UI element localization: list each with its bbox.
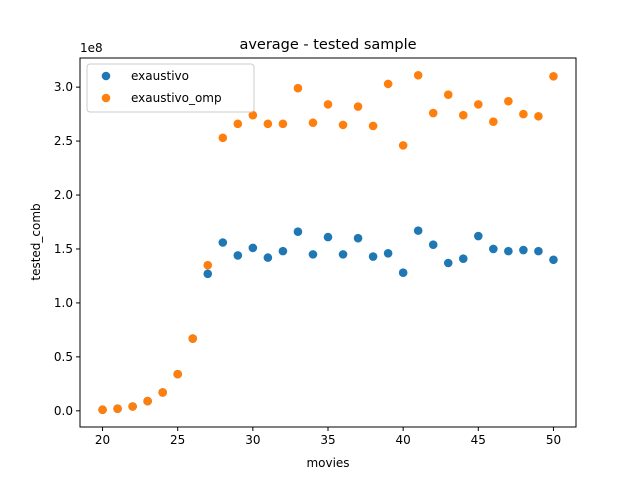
data-point-exaustivo — [353, 233, 363, 243]
data-point-exaustivo_omp — [293, 83, 303, 93]
legend-box — [86, 63, 255, 113]
x-tick-label: 40 — [396, 433, 411, 447]
x-tick-label: 50 — [546, 433, 561, 447]
data-point-exaustivo_omp — [113, 404, 122, 413]
legend-marker — [101, 93, 111, 103]
data-point-exaustivo_omp — [323, 100, 333, 109]
y-tick-label: 0.5 — [54, 350, 73, 364]
y-tick-label: 3.0 — [54, 80, 73, 94]
data-point-exaustivo_omp — [474, 100, 483, 109]
y-tick-label: 2.0 — [54, 188, 73, 202]
data-point-exaustivo — [323, 232, 333, 242]
data-point-exaustivo — [549, 255, 558, 265]
data-point-exaustivo_omp — [519, 109, 528, 119]
data-point-exaustivo_omp — [413, 70, 423, 80]
data-point-exaustivo — [218, 238, 228, 247]
data-point-exaustivo_omp — [173, 369, 182, 379]
data-point-exaustivo_omp — [534, 111, 543, 121]
data-point-exaustivo — [504, 246, 513, 256]
data-point-exaustivo_omp — [278, 119, 288, 129]
data-point-exaustivo_omp — [353, 102, 363, 111]
x-axis-label: movies — [306, 456, 349, 470]
data-point-exaustivo — [443, 258, 453, 268]
y-axis-offset-label: 1e8 — [80, 41, 103, 55]
legend: exaustivo exaustivo_omp — [86, 63, 255, 113]
data-point-exaustivo_omp — [128, 402, 137, 411]
y-tick-label: 1.5 — [54, 242, 73, 256]
data-point-exaustivo — [474, 231, 483, 241]
data-point-exaustivo_omp — [398, 141, 408, 150]
y-axis-label: tested_comb — [29, 203, 43, 280]
data-point-exaustivo — [534, 246, 543, 256]
x-tick-label: 35 — [320, 433, 335, 447]
legend-label: exaustivo_omp — [131, 91, 222, 105]
data-point-exaustivo_omp — [428, 108, 438, 118]
data-point-exaustivo_omp — [504, 96, 513, 106]
y-tick-label: 2.5 — [54, 134, 73, 148]
x-tick-label: 30 — [245, 433, 260, 447]
data-point-exaustivo_omp — [203, 260, 213, 270]
data-point-exaustivo_omp — [188, 334, 198, 343]
data-point-exaustivo_omp — [489, 117, 498, 126]
data-point-exaustivo — [233, 251, 243, 260]
legend-label: exaustivo — [131, 69, 189, 83]
data-point-exaustivo_omp — [338, 120, 348, 130]
data-point-exaustivo — [398, 268, 408, 278]
data-point-exaustivo — [428, 240, 438, 249]
data-point-exaustivo — [519, 245, 528, 255]
data-point-exaustivo_omp — [443, 90, 453, 99]
data-points — [98, 70, 558, 415]
axes-frame — [79, 57, 577, 428]
data-point-exaustivo — [489, 244, 498, 254]
legend-marker — [101, 71, 111, 81]
x-tick-label: 20 — [95, 433, 110, 447]
y-tick-label: 0.0 — [54, 404, 73, 418]
data-point-exaustivo — [203, 269, 213, 279]
x-tick-label: 45 — [471, 433, 486, 447]
data-point-exaustivo_omp — [308, 118, 318, 128]
data-point-exaustivo_omp — [383, 79, 393, 89]
y-tick-label: 1.0 — [54, 296, 73, 310]
data-point-exaustivo_omp — [549, 72, 558, 81]
x-tick-label: 25 — [170, 433, 185, 447]
data-point-exaustivo_omp — [143, 396, 152, 406]
data-point-exaustivo_omp — [263, 119, 273, 129]
data-point-exaustivo — [278, 246, 288, 256]
data-point-exaustivo — [263, 253, 273, 262]
chart-title: average - tested sample — [239, 37, 416, 53]
data-point-exaustivo — [368, 252, 378, 261]
data-point-exaustivo_omp — [158, 388, 167, 397]
data-point-exaustivo_omp — [368, 121, 378, 131]
axis-ticks: 20 25 30 35 40 45 50 0.0 0.5 1.0 1.5 2.0 2.5 3.0 — [54, 80, 561, 447]
data-point-exaustivo — [413, 226, 423, 235]
data-point-exaustivo — [338, 250, 348, 259]
data-point-exaustivo — [293, 227, 303, 237]
data-point-exaustivo_omp — [233, 119, 243, 129]
data-point-exaustivo_omp — [458, 110, 468, 120]
data-point-exaustivo — [458, 254, 468, 263]
data-point-exaustivo — [248, 243, 258, 253]
data-point-exaustivo — [383, 248, 393, 258]
data-point-exaustivo_omp — [218, 133, 228, 143]
data-point-exaustivo_omp — [98, 405, 107, 415]
data-point-exaustivo_omp — [248, 110, 258, 120]
data-point-exaustivo — [308, 250, 318, 259]
